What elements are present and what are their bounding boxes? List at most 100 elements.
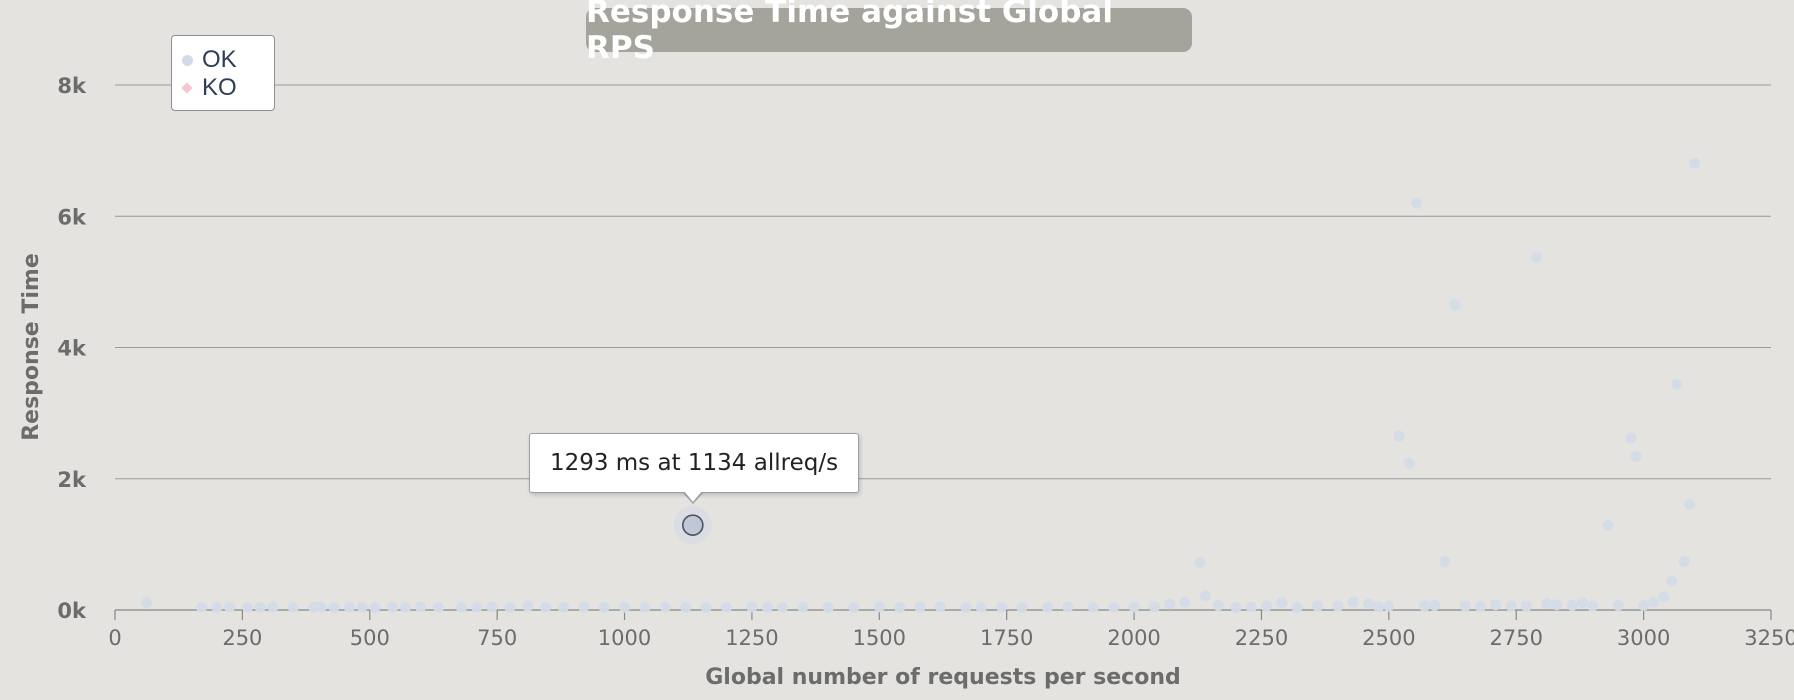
data-point-ok xyxy=(761,601,773,613)
data-point-ok xyxy=(1475,601,1487,613)
data-point-ok xyxy=(1164,598,1176,610)
data-point-ok xyxy=(960,601,972,613)
data-point-ok xyxy=(914,601,926,613)
ko-marker-icon xyxy=(181,82,193,94)
data-point-ok xyxy=(1312,600,1324,612)
x-tick-label: 250 xyxy=(222,626,262,650)
data-point-ok xyxy=(540,601,552,613)
data-point-ok xyxy=(1666,575,1678,587)
data-point-ok xyxy=(1625,432,1637,444)
data-point-ok xyxy=(1429,599,1441,611)
data-point-ok xyxy=(1199,590,1211,602)
data-point-ok xyxy=(1683,498,1695,510)
tooltip: 1293 ms at 1134 allreq/s xyxy=(529,433,859,493)
data-point-ok xyxy=(1689,157,1701,169)
data-point-ok xyxy=(894,601,906,613)
data-point-ok xyxy=(975,601,987,613)
data-point-ok xyxy=(196,601,208,613)
legend-label-ok: OK xyxy=(202,46,237,73)
data-point-ok xyxy=(141,597,153,609)
data-point-ok xyxy=(224,601,236,613)
data-point-ok xyxy=(746,601,758,613)
data-point-ok xyxy=(1087,601,1099,613)
data-point-ok xyxy=(1449,299,1461,311)
x-tick-label: 2750 xyxy=(1490,626,1543,650)
legend: OK KO xyxy=(171,35,275,111)
data-point-ok xyxy=(934,601,946,613)
data-point-ok xyxy=(1630,450,1642,462)
data-point-ok xyxy=(315,601,327,613)
data-point-ok xyxy=(1638,599,1650,611)
y-axis-ticks: 0k 2k 4k 6k 8k xyxy=(57,74,87,623)
legend-item-ko[interactable]: KO xyxy=(172,74,237,102)
data-point-ok xyxy=(1602,519,1614,531)
data-point-ok xyxy=(241,601,253,613)
x-tick-label: 1000 xyxy=(598,626,651,650)
data-point-ok xyxy=(387,601,399,613)
data-point-ok xyxy=(1276,597,1288,609)
chart-title: Response Time against Global RPS xyxy=(586,0,1192,66)
data-point-ok xyxy=(598,601,610,613)
data-point-ok xyxy=(356,601,368,613)
data-point-ok xyxy=(343,601,355,613)
data-point-ok xyxy=(1230,601,1242,613)
legend-item-ok[interactable]: OK xyxy=(172,46,237,74)
data-point-ok xyxy=(1520,600,1532,612)
data-point-ok xyxy=(720,601,732,613)
y-tick-label: 6k xyxy=(57,205,87,229)
x-tick-label: 1250 xyxy=(725,626,778,650)
data-point-ok xyxy=(1531,251,1543,263)
x-tick-label: 2500 xyxy=(1362,626,1415,650)
x-tick-label: 500 xyxy=(350,626,390,650)
data-point-ok xyxy=(1587,600,1599,612)
grid-lines xyxy=(115,84,1771,480)
x-axis-label: Global number of requests per second xyxy=(705,665,1181,690)
y-axis-label: Response Time xyxy=(19,253,44,441)
data-point-ok xyxy=(1612,599,1624,611)
data-point-ok xyxy=(1678,555,1690,567)
y-tick-label: 8k xyxy=(57,74,87,98)
data-point-ok xyxy=(1411,197,1423,209)
data-point-ok xyxy=(369,601,381,613)
data-point-ok xyxy=(415,601,427,613)
data-point-ok xyxy=(287,601,299,613)
data-point-ok xyxy=(1393,430,1405,442)
data-point-ok xyxy=(996,601,1008,613)
data-point-ok xyxy=(455,601,467,613)
tooltip-arrow-fill xyxy=(684,491,702,502)
data-point-ok xyxy=(1541,597,1553,609)
data-point-ok xyxy=(1212,599,1224,611)
x-tick-label: 3000 xyxy=(1617,626,1670,650)
data-point-ok xyxy=(619,601,631,613)
data-point-ok xyxy=(211,601,223,613)
x-tick-label: 2000 xyxy=(1107,626,1160,650)
data-point-ok xyxy=(267,601,279,613)
data-point-ok xyxy=(700,601,712,613)
data-point-ok xyxy=(433,601,445,613)
data-point-ok xyxy=(1671,378,1683,390)
x-tick-label: 2250 xyxy=(1235,626,1288,650)
x-tick-label: 1500 xyxy=(853,626,906,650)
x-tick-label: 750 xyxy=(477,626,517,650)
data-points xyxy=(141,157,1701,613)
ok-marker-icon xyxy=(181,54,193,66)
data-point-ok xyxy=(1179,596,1191,608)
x-axis-ticks: 0 250 500 750 1000 1250 1500 1750 2000 2250 2500 27… xyxy=(108,610,1794,650)
data-point-ok xyxy=(822,601,834,613)
highlight-marker xyxy=(682,514,704,536)
data-point-ok xyxy=(1041,601,1053,613)
data-point-ok xyxy=(1566,599,1578,611)
x-tick-label: 1750 xyxy=(980,626,1033,650)
data-point-ok xyxy=(1490,599,1502,611)
data-point-ok xyxy=(659,601,671,613)
data-point-ok xyxy=(1419,600,1431,612)
data-point-ok xyxy=(1347,596,1359,608)
data-point-ok xyxy=(1245,601,1257,613)
data-point-ok xyxy=(776,601,788,613)
data-point-ok xyxy=(1403,457,1415,469)
legend-label-ko: KO xyxy=(202,74,237,101)
data-point-ok xyxy=(522,600,534,612)
data-point-ok xyxy=(1459,600,1471,612)
data-point-ok xyxy=(1332,600,1344,612)
